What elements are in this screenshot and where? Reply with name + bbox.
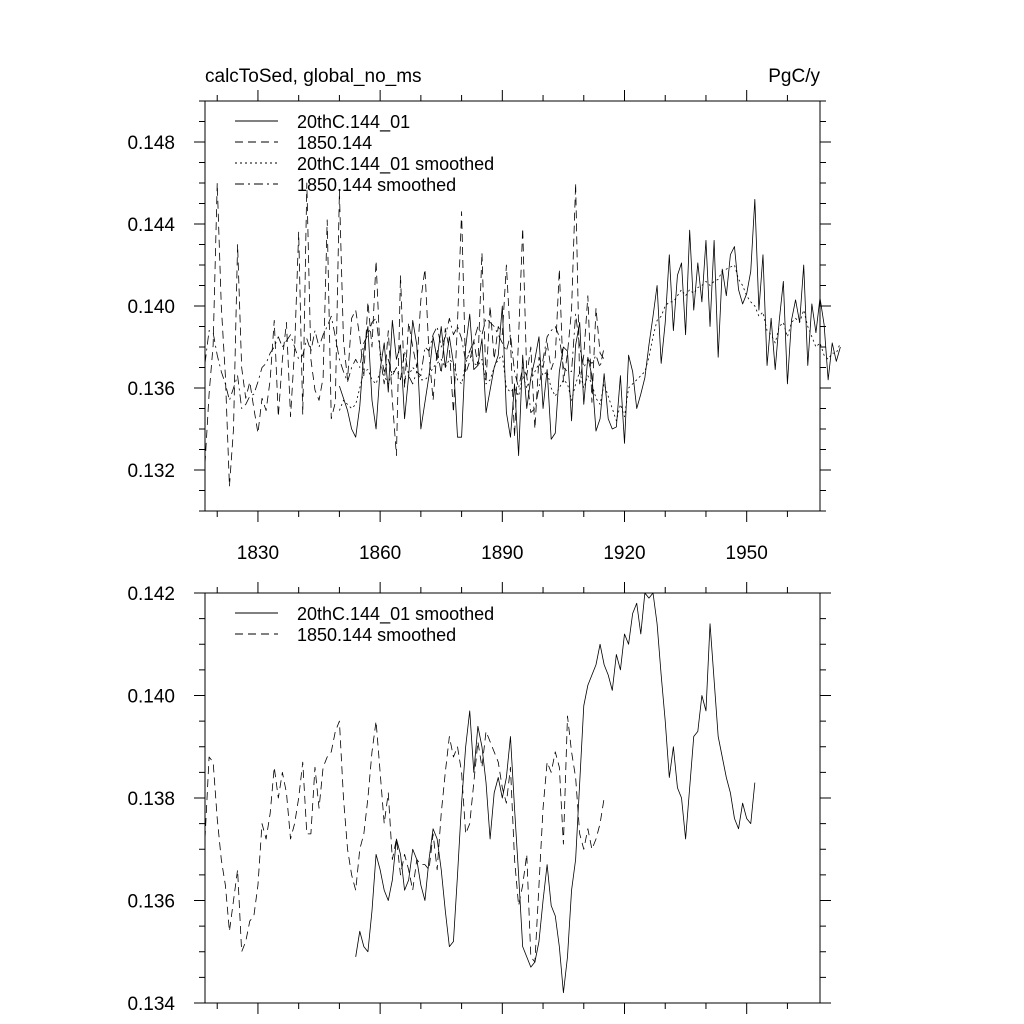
series-line-2 <box>339 264 841 422</box>
legend-label: 20thC.144_01 <box>297 112 410 133</box>
top-title-right: PgC/y <box>768 66 820 87</box>
y-tick-label: 0.140 <box>127 687 175 708</box>
legend-label: 20thC.144_01 smoothed <box>297 154 494 175</box>
series-line-1 <box>204 715 605 963</box>
top-series-lines <box>204 182 841 487</box>
legend-label: 1850.144 smoothed <box>297 625 456 645</box>
x-tick-label: 1860 <box>359 543 401 564</box>
x-tick-label: 1890 <box>481 543 523 564</box>
y-tick-label: 0.134 <box>127 994 175 1015</box>
top-axis-ticks: 1830 1860 1890 1920 1950 0.132 0.136 0.140 0.144… <box>127 90 831 564</box>
bottom-plot-frame <box>204 592 821 1004</box>
y-tick-label: 0.132 <box>127 461 175 482</box>
y-tick-label: 0.144 <box>127 215 175 236</box>
x-tick-label: 1830 <box>237 543 279 564</box>
y-tick-label: 0.136 <box>127 892 175 913</box>
y-tick-label: 0.148 <box>127 133 175 154</box>
bottom-series-lines <box>204 592 756 994</box>
series-line-3 <box>204 313 605 414</box>
legend-label: 1850.144 smoothed <box>297 175 456 195</box>
x-tick-label: 1950 <box>726 543 768 564</box>
y-tick-label: 0.142 <box>127 584 175 605</box>
legend-label: 20thC.144_01 smoothed <box>297 604 494 625</box>
series-line-0 <box>355 592 756 994</box>
top-title-left: calcToSed, global_no_ms <box>205 66 422 87</box>
x-tick-label: 1920 <box>603 543 645 564</box>
legend-label: 1850.144 <box>297 133 372 153</box>
top-panel: calcToSed, global_no_ms PgC/y 1830 1860 18… <box>127 66 841 564</box>
series-line-1 <box>204 182 605 487</box>
bottom-panel: 0.134 0.136 0.138 0.140 0.142 20thC.144_01 s… <box>127 582 831 1015</box>
series-line-0 <box>339 198 841 457</box>
y-tick-label: 0.140 <box>127 297 175 318</box>
y-tick-label: 0.136 <box>127 379 175 400</box>
y-tick-label: 0.138 <box>127 789 175 810</box>
bottom-axis-ticks: 0.134 0.136 0.138 0.140 0.142 <box>127 582 831 1015</box>
